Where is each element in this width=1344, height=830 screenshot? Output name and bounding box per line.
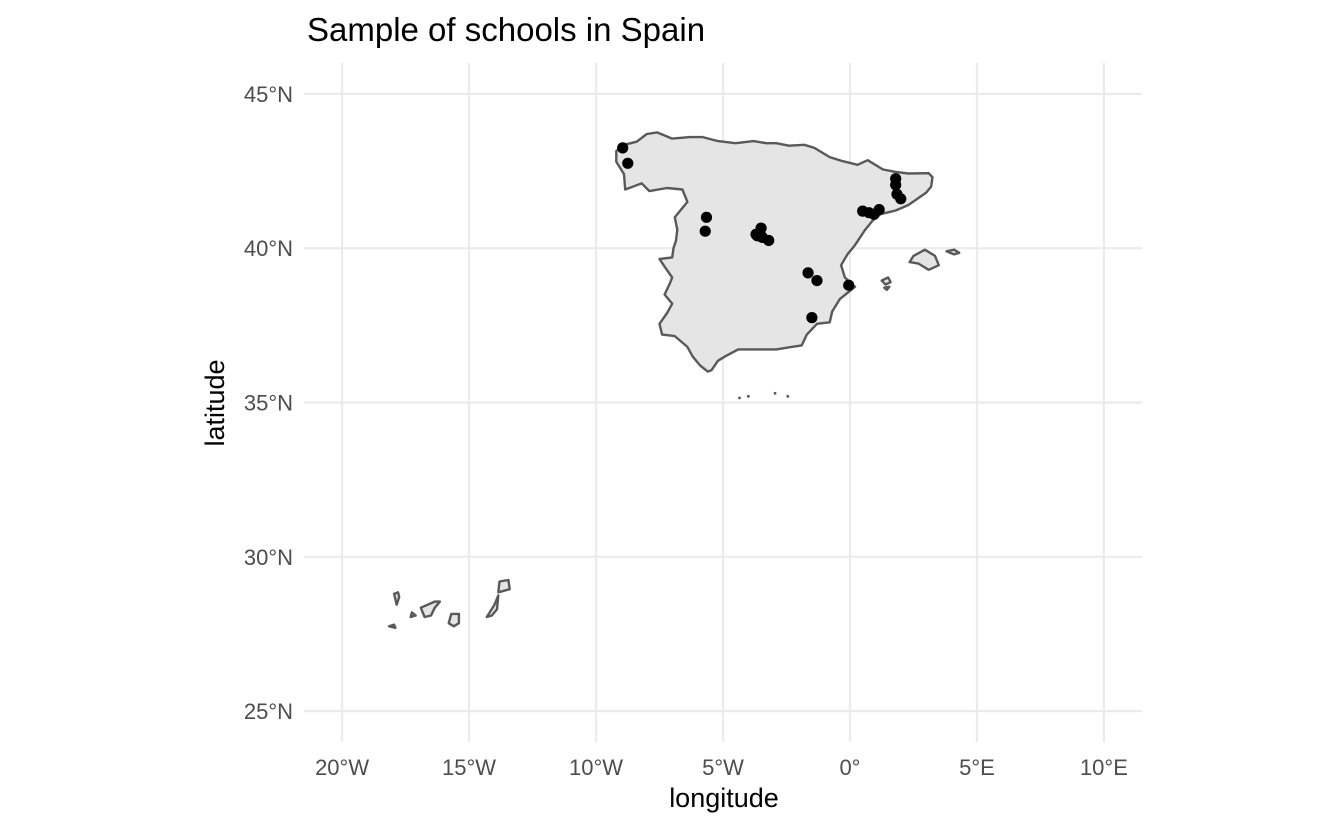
- x-tick-label-1: 15°W: [442, 755, 496, 780]
- school-point-21: [895, 193, 907, 205]
- basemap-spain: [387, 131, 961, 629]
- school-point-3: [699, 225, 711, 237]
- y-tick-label-0: 25°N: [244, 699, 293, 724]
- school-point-9: [763, 234, 775, 247]
- x-tick-label-6: 10°E: [1080, 755, 1128, 780]
- islet-2: [773, 391, 777, 395]
- y-tick-label-4: 45°N: [244, 82, 293, 107]
- x-tick-label-2: 10°W: [569, 755, 623, 780]
- y-axis-title: latitude: [200, 359, 230, 446]
- x-tick-label-4: 0°: [839, 755, 860, 780]
- islet-1: [746, 394, 750, 398]
- school-point-11: [811, 274, 823, 287]
- x-tick-label-0: 20°W: [315, 755, 369, 780]
- school-point-12: [843, 279, 855, 291]
- y-axis-ticks: 25°N 30°N 35°N 40°N 45°N: [244, 82, 293, 724]
- school-point-13: [806, 312, 818, 324]
- school-point-17: [873, 204, 885, 216]
- y-tick-label-1: 30°N: [244, 545, 293, 570]
- x-tick-label-5: 5°E: [959, 755, 995, 780]
- island-outline-9: [392, 591, 401, 606]
- y-tick-label-2: 35°N: [244, 391, 293, 416]
- grid-lines: [304, 63, 1142, 742]
- island-outline-7: [419, 600, 442, 619]
- island-outline-2: [880, 276, 892, 286]
- school-point-2: [700, 211, 713, 223]
- x-tick-label-3: 5°W: [702, 755, 744, 780]
- school-point-0: [617, 142, 629, 154]
- school-point-19: [890, 179, 902, 191]
- islet-0: [738, 396, 741, 400]
- chart-title: Sample of schools in Spain: [307, 11, 705, 48]
- island-outline-6: [447, 612, 461, 628]
- island-outline-4: [497, 578, 511, 594]
- island-outline-8: [409, 611, 417, 619]
- island-outline-10: [387, 623, 397, 629]
- island-outline-5: [485, 594, 500, 619]
- y-tick-label-3: 40°N: [244, 236, 293, 261]
- mainland-outline: [615, 131, 934, 373]
- x-axis-title: longitude: [669, 783, 779, 813]
- island-outline-1: [945, 248, 961, 256]
- school-points: [617, 142, 907, 324]
- islet-3: [786, 394, 790, 398]
- school-point-8: [754, 227, 766, 239]
- x-axis-ticks: 20°W 15°W 10°W 5°W 0° 5°E 10°E: [315, 755, 1128, 780]
- school-point-10: [802, 267, 814, 279]
- island-outline-3: [883, 285, 891, 291]
- island-outline-0: [908, 248, 940, 271]
- school-point-1: [622, 157, 634, 169]
